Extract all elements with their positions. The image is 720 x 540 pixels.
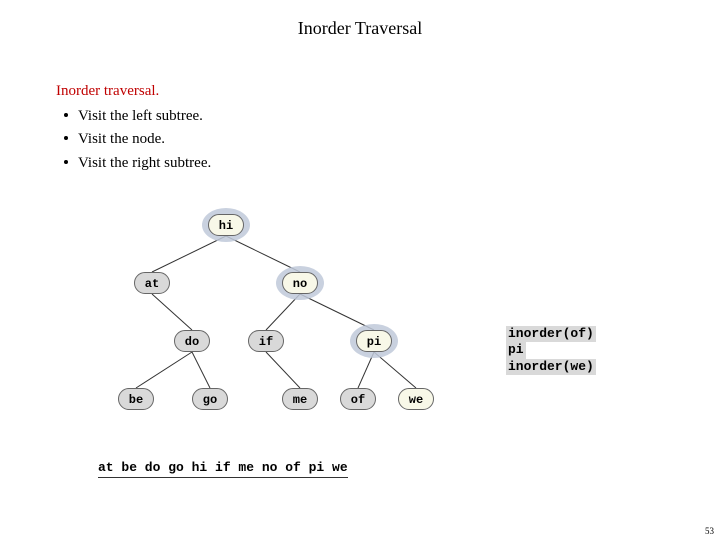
- page-number: 53: [705, 526, 714, 536]
- traversal-output: at be do go hi if me no of pi we: [98, 460, 348, 478]
- stack-line: pi: [506, 342, 526, 358]
- edge-hi-no: [226, 236, 300, 272]
- edge-hi-at: [152, 236, 226, 272]
- edge-no-pi: [300, 294, 374, 330]
- tree-edges: [0, 0, 720, 540]
- edge-do-go: [192, 352, 210, 388]
- stack-line: inorder(of): [506, 326, 596, 342]
- edge-do-be: [136, 352, 192, 388]
- edge-if-me: [266, 352, 300, 388]
- edge-no-if: [266, 294, 300, 330]
- edge-at-do: [152, 294, 192, 330]
- edge-pi-of: [358, 352, 374, 388]
- edge-pi-we: [374, 352, 416, 388]
- call-stack: inorder(of)piinorder(we): [506, 326, 596, 375]
- stack-line: inorder(we): [506, 359, 596, 375]
